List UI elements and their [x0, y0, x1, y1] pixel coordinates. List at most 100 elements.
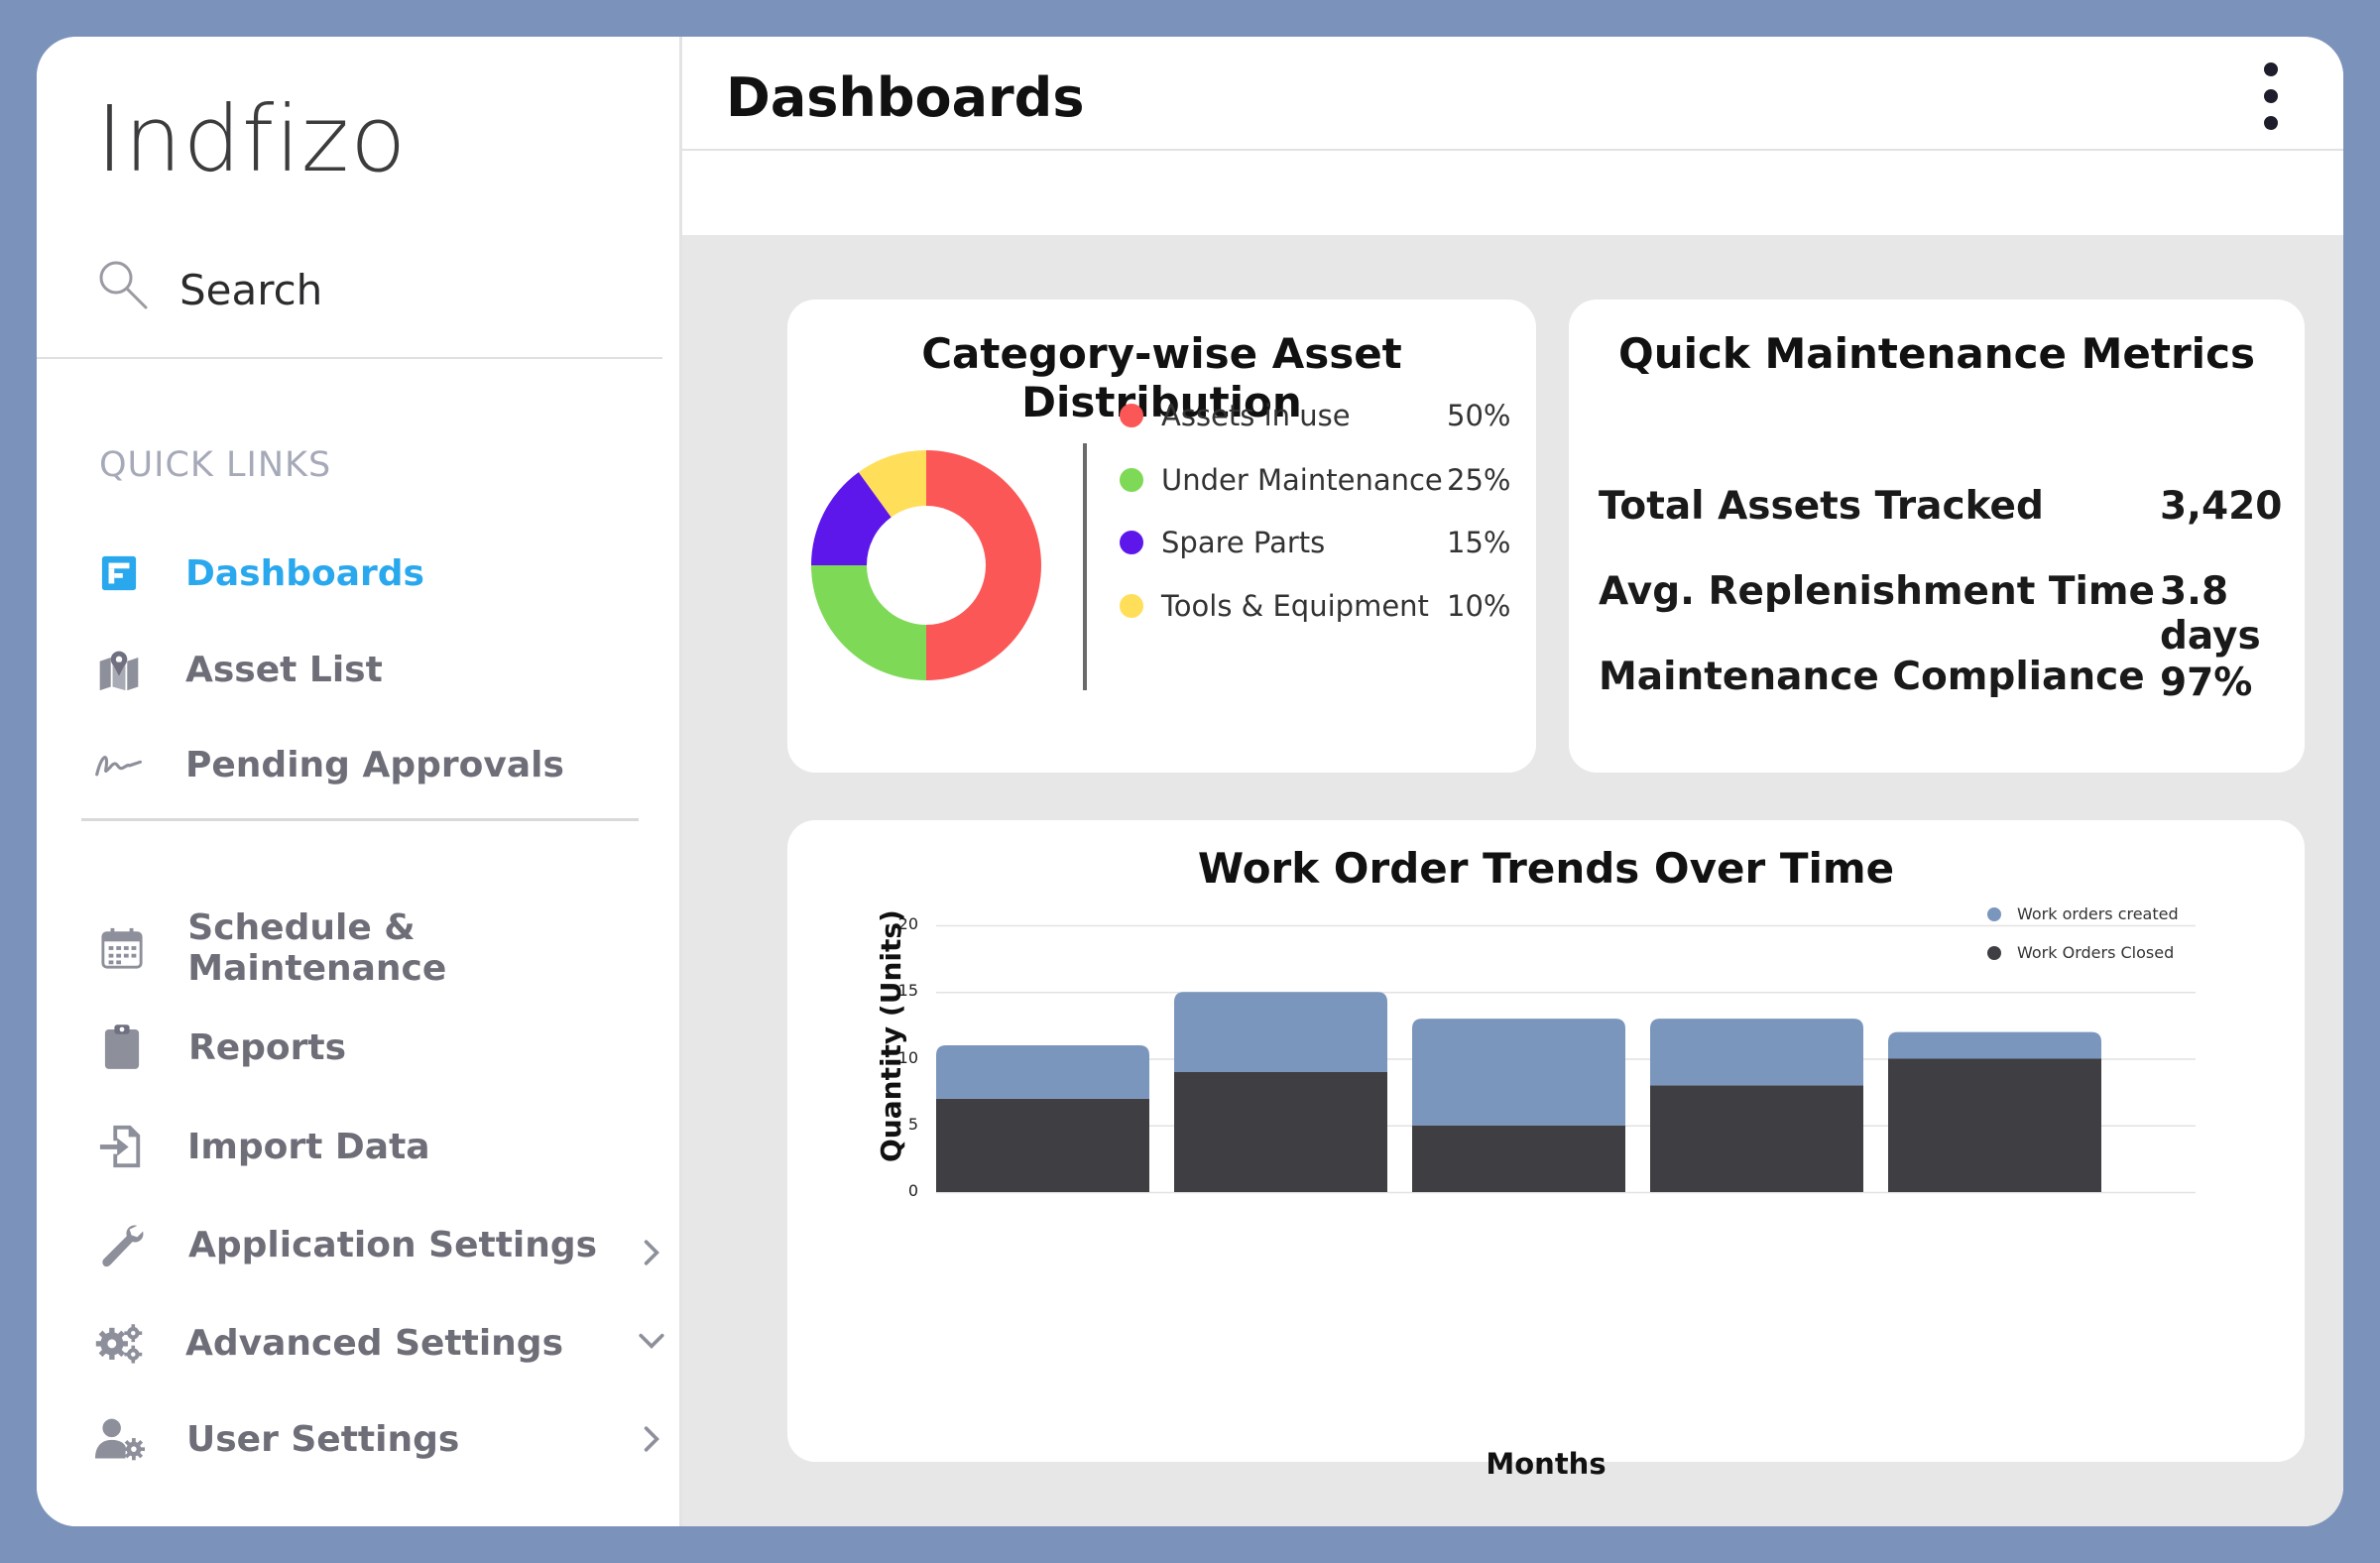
legend-label: Work orders created [2017, 904, 2179, 923]
metric-label: Maintenance Compliance [1599, 655, 2145, 699]
sidebar-item-user-settings[interactable]: User Settings [95, 1407, 459, 1471]
bar-segment [1412, 1019, 1625, 1126]
y-tick-label: 15 [897, 981, 918, 1001]
legend-label: Tools & Equipment [1161, 589, 1429, 623]
app-window: Indfizo Search QUICK LINKS [37, 37, 2343, 1526]
sidebar-item-import-data[interactable]: Import Data [96, 1115, 430, 1178]
legend-label: Assets in use [1161, 399, 1351, 432]
chart-legend: Work orders created Work Orders Closed [1987, 895, 2179, 972]
sidebar-item-advanced-settings[interactable]: Advanced Settings [94, 1311, 563, 1375]
stacked-bar-chart [936, 924, 2196, 1194]
wrench-icon [97, 1220, 147, 1269]
y-axis-label: Quantity (Units) [875, 909, 907, 1162]
dashboard-icon [94, 548, 144, 598]
clipboard-icon [97, 1022, 147, 1072]
sidebar-item-label: Dashboards [185, 552, 424, 594]
chevron-right-icon[interactable] [632, 1419, 671, 1459]
metric-label: Avg. Replenishment Time [1599, 569, 2155, 614]
legend-label: Under Maintenance [1161, 463, 1443, 497]
legend-item: Work orders created [1987, 895, 2179, 933]
bar-segment [1650, 1019, 1863, 1086]
bar-segment [1174, 1071, 1387, 1192]
sidebar-item-schedule-maintenance[interactable]: Schedule & Maintenance [97, 907, 679, 989]
bar-segment [1174, 992, 1387, 1072]
legend-item: Under Maintenance 25% [1120, 463, 1511, 497]
sidebar-item-label: Advanced Settings [185, 1322, 564, 1364]
search-label: Search [179, 265, 323, 314]
legend-swatch [1120, 594, 1143, 618]
kebab-menu-icon[interactable] [2256, 62, 2286, 130]
sidebar-item-reports[interactable]: Reports [97, 1016, 346, 1079]
chart-title: Work Order Trends Over Time [1197, 844, 1895, 893]
y-tick-label: 0 [907, 1181, 918, 1200]
sidebar-item-asset-list[interactable]: Asset List [94, 638, 383, 701]
legend-swatch [1120, 404, 1143, 427]
legend-swatch [1987, 945, 2001, 960]
bar-segment [1888, 1031, 2101, 1059]
metric-value: 3.8 days [2160, 569, 2261, 659]
header-divider [682, 149, 2343, 151]
legend-label: Spare Parts [1161, 526, 1326, 559]
legend-label: Work Orders Closed [2017, 943, 2175, 962]
asset-distribution-title: Category-wise Asset Distribution [921, 329, 1402, 426]
asset-distribution-card: Category-wise Asset Distribution Assets … [787, 300, 1536, 773]
legend-swatch [1987, 906, 2001, 921]
legend-swatch [1120, 468, 1143, 492]
search-box[interactable]: Search [96, 250, 322, 329]
main-content: Dashboards Category-wise Asset Distribut… [682, 37, 2343, 1526]
sidebar-item-label: Pending Approvals [185, 744, 564, 785]
quick-links-heading: QUICK LINKS [99, 445, 332, 485]
sidebar-item-label: Schedule & Maintenance [187, 907, 447, 989]
sidebar-item-label: User Settings [186, 1418, 460, 1460]
search-icon [96, 258, 150, 321]
legend-divider [1083, 443, 1087, 690]
import-icon [96, 1122, 146, 1171]
logo: Indfizo [96, 86, 408, 192]
legend-percent: 50% [1447, 399, 1511, 432]
sidebar-item-dashboards[interactable]: Dashboards [94, 541, 424, 605]
legend-percent: 10% [1447, 589, 1511, 623]
legend-item: Assets in use 50% [1120, 399, 1511, 432]
chevron-down-icon[interactable] [632, 1321, 671, 1361]
y-tick-label: 10 [897, 1047, 918, 1067]
donut-slice [858, 450, 926, 518]
legend-swatch [1120, 531, 1143, 554]
bar-segment [936, 1045, 1149, 1099]
sidebar-divider [81, 818, 639, 821]
sidebar-item-label: Reports [188, 1026, 347, 1068]
legend-item: Tools & Equipment 10% [1120, 589, 1511, 623]
metric-value: 3,420 [2160, 484, 2283, 529]
bar-segment [1650, 1085, 1863, 1192]
sidebar-item-application-settings[interactable]: Application Settings [97, 1213, 597, 1276]
metric-label: Total Assets Tracked [1599, 484, 2044, 529]
legend-item: Spare Parts 15% [1120, 526, 1511, 559]
donut-slice [926, 450, 1041, 680]
x-axis-label: Months [1486, 1447, 1606, 1481]
donut-slice [811, 472, 892, 565]
metric-value: 97% [2160, 661, 2253, 705]
page-header: Dashboards [682, 37, 2343, 235]
sidebar-item-label: Asset List [185, 649, 383, 690]
maintenance-metrics-card: Quick Maintenance Metrics Total Assets T… [1569, 300, 2305, 773]
page-title: Dashboards [726, 66, 1085, 129]
legend-percent: 15% [1447, 526, 1511, 559]
legend-item: Work Orders Closed [1987, 933, 2179, 972]
sidebar-item-label: Import Data [187, 1126, 430, 1167]
gears-icon [94, 1318, 144, 1368]
legend-percent: 25% [1447, 463, 1511, 497]
sidebar-item-label: Application Settings [188, 1224, 598, 1265]
chevron-right-icon[interactable] [632, 1233, 671, 1272]
signature-icon [94, 740, 144, 789]
map-pin-icon [94, 645, 144, 694]
work-order-chart-card: Work Order Trends Over Time Work orders … [787, 820, 2305, 1481]
bar-segment [936, 1098, 1149, 1192]
calendar-icon [97, 923, 146, 973]
bar-segment [1888, 1058, 2101, 1192]
sidebar-item-pending-approvals[interactable]: Pending Approvals [94, 733, 564, 796]
donut-chart [811, 450, 1041, 680]
maintenance-metrics-title: Quick Maintenance Metrics [1618, 329, 2255, 378]
sidebar: Indfizo Search QUICK LINKS [37, 37, 682, 1526]
donut-slice [811, 565, 926, 680]
sidebar-divider [37, 357, 662, 359]
y-tick-label: 20 [897, 914, 918, 933]
